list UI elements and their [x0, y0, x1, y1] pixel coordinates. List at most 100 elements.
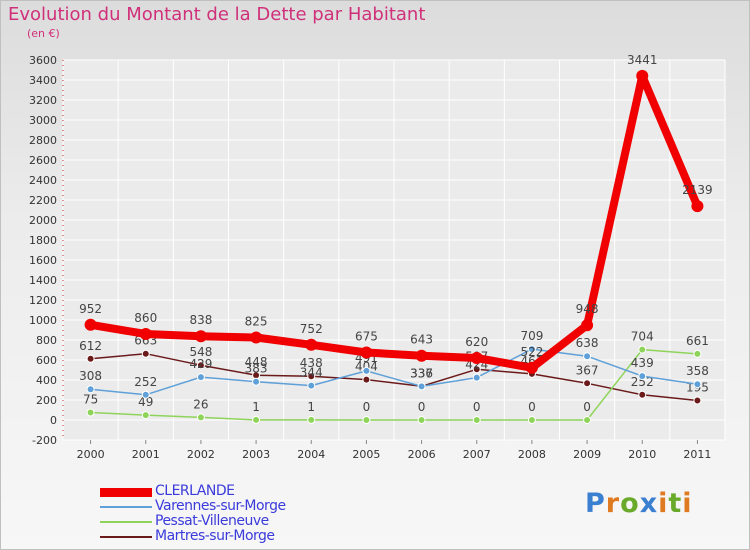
series-line-martres-sur-morge — [89, 352, 699, 402]
data-point-varennes-sur-morge — [527, 345, 536, 354]
legend-swatch-martres — [100, 536, 152, 538]
y-tick-label: 2400 — [29, 174, 57, 187]
data-label-martres-sur-morge: 404 — [355, 360, 378, 374]
data-point-clerlande — [84, 318, 97, 331]
data-point-martres-sur-morge — [583, 379, 592, 388]
legend-swatch-pessat — [100, 521, 152, 523]
data-label-martres-sur-morge: 252 — [631, 375, 654, 389]
chart-subtitle: (en €) — [27, 27, 60, 40]
data-point-pessat-villeneuve — [472, 416, 481, 424]
data-label-clerlande: 838 — [189, 313, 212, 327]
x-tick-label: 2005 — [352, 448, 380, 461]
x-tick-label: 2009 — [573, 448, 601, 461]
data-label-clerlande: 948 — [576, 302, 599, 316]
data-point-clerlande — [305, 338, 318, 351]
data-point-martres-sur-morge — [196, 361, 205, 370]
x-tick-label: 2000 — [77, 448, 105, 461]
data-label-varennes-sur-morge: 252 — [134, 375, 157, 389]
x-tick-label: 2008 — [518, 448, 546, 461]
data-point-varennes-sur-morge — [417, 382, 426, 391]
data-point-martres-sur-morge — [141, 349, 150, 358]
y-tick-label: 3200 — [29, 94, 57, 107]
x-tick-label: 2001 — [132, 448, 160, 461]
data-label-clerlande: 522 — [520, 345, 543, 359]
data-label-clerlande: 2139 — [682, 183, 713, 197]
data-label-varennes-sur-morge: 383 — [245, 362, 268, 376]
data-label-pessat-villeneuve: 49 — [138, 395, 153, 409]
data-point-clerlande — [250, 331, 263, 344]
data-label-martres-sur-morge: 612 — [79, 339, 102, 353]
data-label-clerlande: 620 — [465, 335, 488, 349]
data-point-clerlande — [525, 361, 538, 374]
y-tick-label: 1600 — [29, 254, 57, 267]
data-point-pessat-villeneuve — [638, 345, 647, 354]
legend-label-martres: Martres-sur-Morge — [155, 528, 275, 544]
data-point-varennes-sur-morge — [196, 373, 205, 382]
y-tick-label: 2600 — [29, 154, 57, 167]
data-point-pessat-villeneuve — [196, 413, 205, 422]
data-point-pessat-villeneuve — [86, 408, 95, 417]
data-label-pessat-villeneuve: 1 — [252, 400, 260, 414]
data-point-varennes-sur-morge — [362, 366, 371, 375]
data-label-varennes-sur-morge: 308 — [79, 369, 102, 383]
chart-title: Evolution du Montant de la Dette par Hab… — [8, 4, 426, 25]
data-point-varennes-sur-morge — [583, 352, 592, 361]
data-point-varennes-sur-morge — [638, 372, 647, 381]
data-point-martres-sur-morge — [307, 372, 316, 381]
data-label-varennes-sur-morge: 344 — [300, 366, 323, 380]
x-tick-label: 2010 — [628, 448, 656, 461]
data-label-martres-sur-morge: 367 — [576, 363, 599, 377]
data-point-pessat-villeneuve — [307, 415, 316, 424]
data-label-pessat-villeneuve: 704 — [631, 330, 654, 344]
data-label-pessat-villeneuve: 0 — [528, 400, 536, 414]
data-point-pessat-villeneuve — [583, 416, 592, 424]
data-point-varennes-sur-morge — [693, 380, 702, 389]
x-tick-label: 2003 — [242, 448, 270, 461]
y-tick-label: 2200 — [29, 194, 57, 207]
legend-label-varennes: Varennes-sur-Morge — [155, 498, 286, 514]
data-point-clerlande — [360, 346, 373, 359]
data-point-pessat-villeneuve — [141, 411, 150, 420]
proxiti-logo: Proxiti — [585, 488, 693, 519]
data-label-pessat-villeneuve: 1 — [307, 400, 315, 414]
x-tick-label: 2004 — [297, 448, 325, 461]
data-point-pessat-villeneuve — [362, 416, 371, 424]
data-label-clerlande: 643 — [410, 333, 433, 347]
data-point-varennes-sur-morge — [141, 390, 150, 399]
series-line-pessat-villeneuve — [89, 348, 699, 421]
legend-label-pessat: Pessat-Villeneuve — [155, 513, 269, 529]
data-point-pessat-villeneuve — [693, 349, 702, 358]
data-point-pessat-villeneuve — [252, 415, 261, 424]
data-label-pessat-villeneuve: 0 — [583, 400, 591, 414]
data-label-varennes-sur-morge: 638 — [576, 336, 599, 350]
data-point-clerlande — [691, 200, 704, 213]
data-point-clerlande — [415, 349, 428, 362]
legend-swatch-varennes — [100, 506, 152, 508]
data-point-clerlande — [194, 330, 207, 343]
y-tick-label: 0 — [50, 414, 57, 427]
y-tick-label: 800 — [36, 334, 57, 347]
data-label-martres-sur-morge: 337 — [410, 366, 433, 380]
data-label-pessat-villeneuve: 0 — [363, 400, 371, 414]
series-line-varennes-sur-morge — [89, 348, 699, 396]
y-tick-label: 1200 — [29, 294, 57, 307]
data-label-martres-sur-morge: 448 — [245, 355, 268, 369]
y-tick-label: 1800 — [29, 234, 57, 247]
y-tick-label: 3600 — [29, 54, 57, 67]
data-label-pessat-villeneuve: 0 — [473, 400, 481, 414]
data-label-varennes-sur-morge: 709 — [520, 329, 543, 343]
data-label-martres-sur-morge: 438 — [300, 356, 323, 370]
data-point-martres-sur-morge — [638, 390, 647, 399]
data-point-martres-sur-morge — [86, 354, 95, 363]
data-label-varennes-sur-morge: 429 — [189, 357, 212, 371]
data-point-martres-sur-morge — [693, 396, 702, 405]
data-label-martres-sur-morge: 548 — [189, 345, 212, 359]
legend-label-clerlande: CLERLANDE — [155, 483, 235, 499]
x-tick-label: 2011 — [683, 448, 711, 461]
data-point-clerlande — [636, 69, 649, 82]
data-point-varennes-sur-morge — [307, 381, 316, 390]
data-label-varennes-sur-morge: 358 — [686, 364, 709, 378]
x-tick-label: 2002 — [187, 448, 215, 461]
y-tick-label: 1000 — [29, 314, 57, 327]
data-label-clerlande: 860 — [134, 311, 157, 325]
